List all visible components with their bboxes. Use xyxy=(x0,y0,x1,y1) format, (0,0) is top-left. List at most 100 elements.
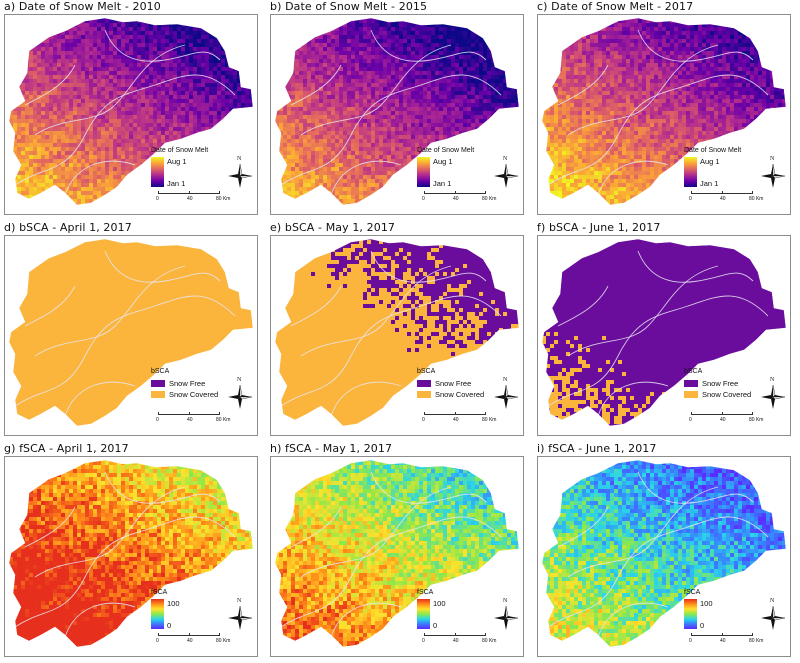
scale-label: 80 Km xyxy=(482,417,496,423)
color-ramp xyxy=(151,157,164,187)
compass-rose-icon xyxy=(761,385,786,409)
scale-label: 40 xyxy=(720,638,726,644)
legend-high-label: Aug 1 xyxy=(167,157,187,166)
scale-tick xyxy=(722,633,723,636)
river xyxy=(557,285,609,327)
scale-bar: 0 40 80 Km xyxy=(156,412,256,428)
scale-label: 80 Km xyxy=(749,417,763,423)
scale-label: 0 xyxy=(156,417,159,423)
scale-label: 40 xyxy=(187,196,193,202)
scale-bar: 0 40 80 Km xyxy=(156,633,256,649)
color-ramp xyxy=(417,599,430,629)
panel-g: g) fSCA - April 1, 2017 fSCA 100 0 N 0 40 80 Km xyxy=(0,442,262,663)
map-frame: fSCA 100 0 N 0 40 80 Km xyxy=(537,456,791,657)
legend-swatch xyxy=(417,379,431,387)
river xyxy=(547,516,769,628)
river xyxy=(14,74,236,186)
scale-label: 40 xyxy=(187,417,193,423)
north-arrow-icon: N xyxy=(760,377,786,409)
river xyxy=(14,295,236,407)
panel-title: c) Date of Snow Melt - 2017 xyxy=(537,0,693,13)
river xyxy=(370,471,487,504)
scale-label: 0 xyxy=(422,638,425,644)
region-outline xyxy=(541,238,787,427)
north-label: N xyxy=(770,377,774,383)
legend-title: Date of Snow Melt xyxy=(417,147,474,154)
legend-item-label: Snow Free xyxy=(702,379,738,388)
scale-label: 0 xyxy=(689,196,692,202)
panel-title: h) fSCA - May 1, 2017 xyxy=(270,442,392,455)
legend-low-label: 0 xyxy=(700,621,704,630)
north-arrow-icon: N xyxy=(227,598,253,630)
legend-item: Snow Free xyxy=(151,378,257,388)
panel-c: c) Date of Snow Melt - 2017 Date of Snow … xyxy=(533,0,795,221)
legend: fSCA 100 0 xyxy=(417,579,523,630)
scale-label: 80 Km xyxy=(749,196,763,202)
legend-item-label: Snow Free xyxy=(435,379,471,388)
river xyxy=(597,160,669,196)
legend-low-label: 0 xyxy=(167,621,171,630)
north-label: N xyxy=(237,598,241,604)
north-label: N xyxy=(237,156,241,162)
legend-title: fSCA xyxy=(684,589,700,596)
region-outline xyxy=(8,17,254,206)
legend-title: fSCA xyxy=(417,589,433,596)
river xyxy=(557,506,609,548)
map-frame: bSCA Snow Free Snow Covered N 0 40 80 Km xyxy=(537,235,791,436)
river xyxy=(104,29,221,62)
legend-item-label: Snow Covered xyxy=(702,390,751,399)
scale-label: 40 xyxy=(187,638,193,644)
legend-item: Snow Covered xyxy=(151,389,257,399)
river xyxy=(104,471,221,504)
compass-rose-icon xyxy=(494,164,519,188)
north-label: N xyxy=(237,377,241,383)
north-label: N xyxy=(770,598,774,604)
river xyxy=(637,471,754,504)
legend: fSCA 100 0 xyxy=(151,579,257,630)
legend-title: bSCA xyxy=(151,368,169,375)
legend-title: Date of Snow Melt xyxy=(684,147,741,154)
legend-swatch xyxy=(151,379,165,387)
map-raster xyxy=(275,239,519,426)
legend: bSCA Snow Free Snow Covered xyxy=(417,358,523,399)
legend-low-label: Jan 1 xyxy=(167,179,185,188)
legend-item-label: Snow Free xyxy=(169,379,205,388)
compass-rose-icon xyxy=(761,164,786,188)
scale-tick xyxy=(455,633,456,636)
river xyxy=(330,160,402,196)
north-arrow-icon: N xyxy=(227,156,253,188)
scale-label: 40 xyxy=(720,196,726,202)
map-c xyxy=(541,17,787,206)
color-ramp xyxy=(151,599,164,629)
legend: Date of Snow Melt Aug 1 Jan 1 xyxy=(684,137,790,188)
river xyxy=(280,516,502,628)
map-i xyxy=(541,459,787,648)
scale-bar: 0 40 80 Km xyxy=(422,191,522,207)
legend-ramp: 100 0 xyxy=(151,599,257,630)
compass-rose-icon xyxy=(494,385,519,409)
river xyxy=(290,285,342,327)
legend: Date of Snow Melt Aug 1 Jan 1 xyxy=(417,137,523,188)
legend-item: Snow Covered xyxy=(417,389,523,399)
scale-label: 80 Km xyxy=(216,638,230,644)
compass-rose-icon xyxy=(228,606,253,630)
scale-label: 0 xyxy=(422,417,425,423)
north-label: N xyxy=(503,377,507,383)
river xyxy=(24,506,76,548)
panel-title: e) bSCA - May 1, 2017 xyxy=(270,221,395,234)
map-raster xyxy=(9,239,253,426)
north-label: N xyxy=(503,598,507,604)
compass-rose-icon xyxy=(494,606,519,630)
region-outline xyxy=(8,238,254,427)
river xyxy=(290,64,342,106)
panel-d: d) bSCA - April 1, 2017 bSCA Snow Free Snow… xyxy=(0,221,262,442)
map-frame: fSCA 100 0 N 0 40 80 Km xyxy=(4,456,258,657)
river xyxy=(567,44,719,136)
river xyxy=(104,250,221,283)
map-h xyxy=(274,459,520,648)
river xyxy=(34,44,186,136)
river xyxy=(14,516,236,628)
scale-label: 0 xyxy=(156,196,159,202)
panel-h: h) fSCA - May 1, 2017 fSCA 100 0 N 0 40 80 Km xyxy=(266,442,528,663)
river xyxy=(64,602,136,638)
